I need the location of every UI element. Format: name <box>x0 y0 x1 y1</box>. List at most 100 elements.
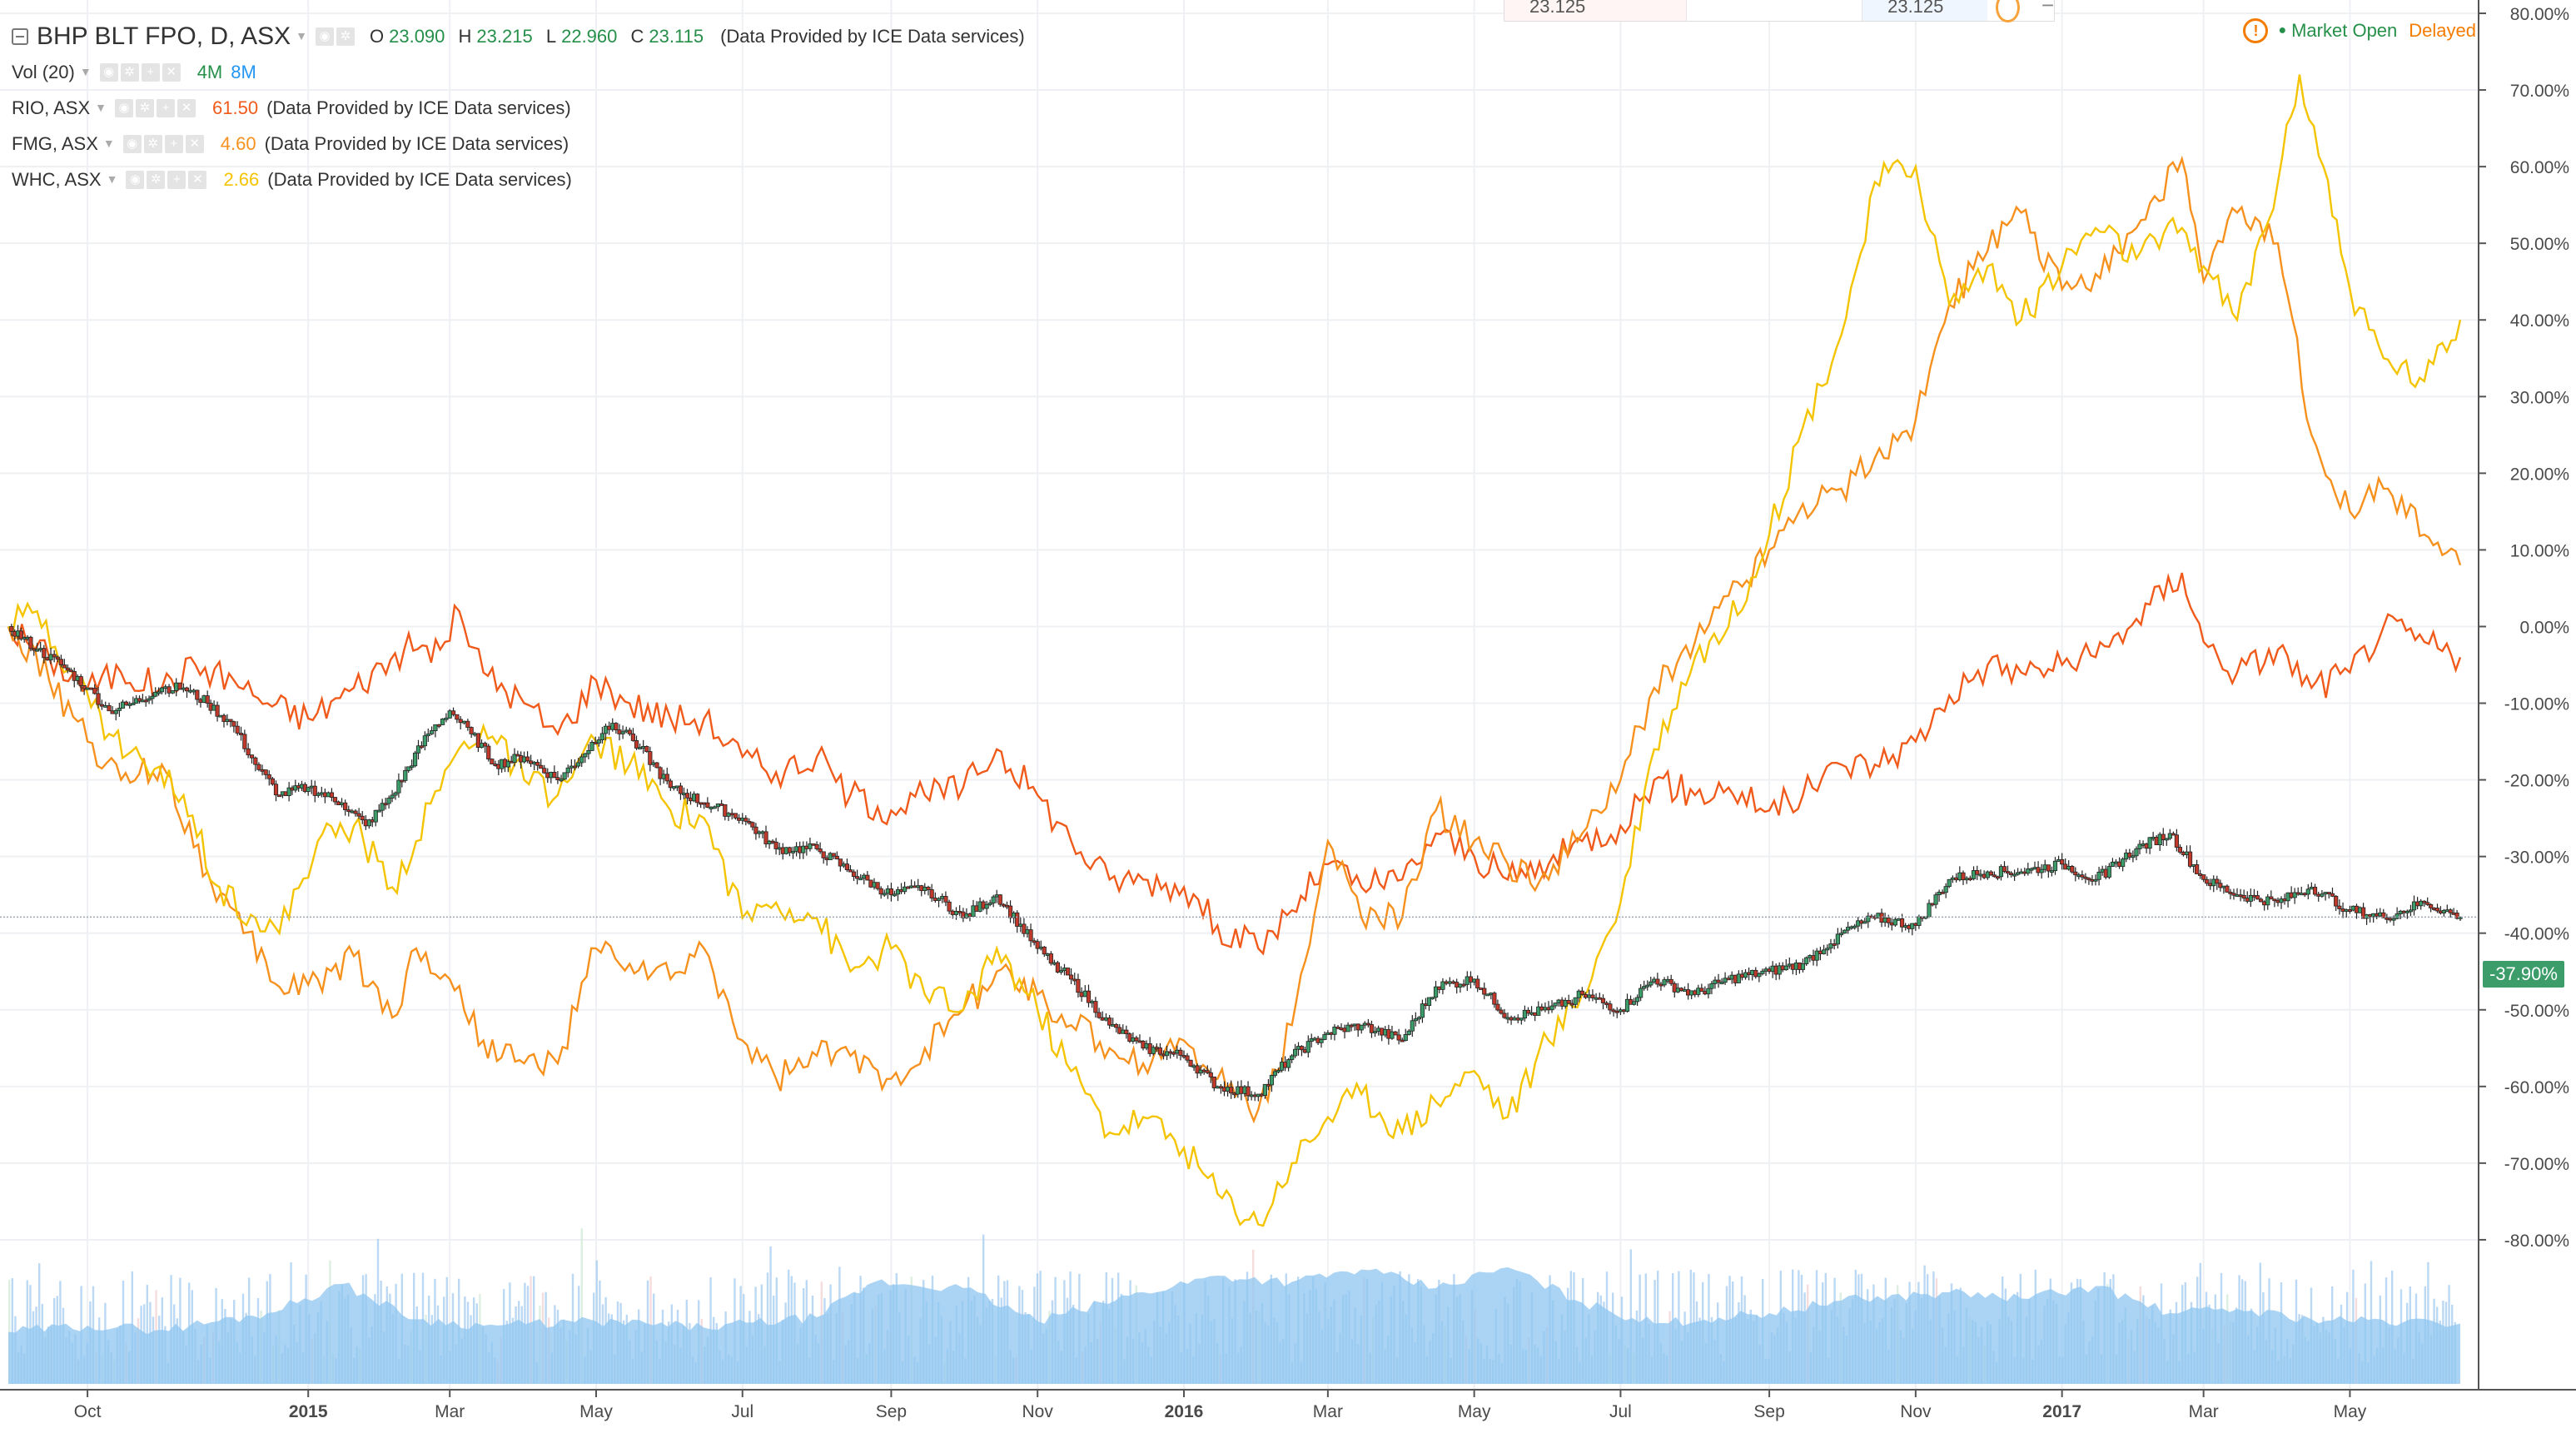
candle-body <box>1549 1005 1554 1011</box>
candle-body <box>1124 1029 1129 1034</box>
candle-body <box>2049 870 2055 873</box>
low-value: 22.960 <box>561 26 618 47</box>
candle-body <box>1164 1051 1170 1057</box>
candle-body <box>712 806 717 809</box>
candle-body <box>312 785 317 796</box>
time-axis[interactable]: Oct 2015 Mar May Jul Sep Nov 2016 Mar May Jul Sep No… <box>0 1389 2576 1429</box>
candle-body <box>249 754 255 759</box>
gear-icon[interactable]: ✲ <box>120 62 139 82</box>
candle-body <box>270 778 275 785</box>
eye-icon[interactable]: ◉ <box>99 62 118 82</box>
price-axis-svg: 80.00% 70.00% 60.00% 50.00% 40.00% 30.00% 20.0… <box>2479 5 2569 1251</box>
candle-body <box>1662 979 1667 986</box>
candle-body <box>729 813 734 816</box>
gear-icon[interactable]: ✲ <box>143 134 162 153</box>
candle-body <box>505 760 510 768</box>
candle-body <box>2121 858 2126 868</box>
candle-body <box>1229 1087 1234 1094</box>
comparison-symbol[interactable]: FMG, ASX <box>12 133 98 154</box>
candle-body <box>235 725 240 734</box>
collapse-legend-button[interactable] <box>12 27 28 45</box>
candle-body <box>143 699 148 703</box>
candle-body <box>1420 1003 1425 1018</box>
candle-body <box>562 772 567 780</box>
trade-ring-icon[interactable] <box>1996 0 2020 22</box>
close-icon[interactable]: ✕ <box>188 170 207 189</box>
main-symbol[interactable]: BHP BLT FPO, D, ASX <box>37 22 291 50</box>
candle-body <box>2026 868 2031 874</box>
x-tick-label: May <box>2334 1402 2367 1421</box>
candle-body <box>1992 874 1997 878</box>
chevron-down-icon[interactable]: ▼ <box>102 137 115 150</box>
candle-body <box>2002 866 2007 873</box>
candle-body <box>68 669 73 673</box>
candle-body <box>2422 900 2427 903</box>
eye-icon[interactable]: ◉ <box>315 27 334 46</box>
chart-pane[interactable] <box>0 0 2479 1389</box>
candle-body <box>2340 908 2345 912</box>
gear-icon[interactable]: ✲ <box>136 98 155 117</box>
candle-body <box>984 903 989 909</box>
candle-body <box>1964 878 1969 881</box>
alert-icon[interactable]: ! <box>2243 18 2269 43</box>
candle-body <box>1757 973 1762 978</box>
comparison-symbol[interactable]: WHC, ASX <box>12 169 102 190</box>
candle-body <box>150 695 155 699</box>
chevron-down-icon[interactable]: ▼ <box>79 65 92 78</box>
eye-icon[interactable]: ◉ <box>122 134 142 153</box>
minimize-icon[interactable]: − <box>2041 0 2054 17</box>
x-tick-label: Jul <box>731 1402 753 1421</box>
plus-icon[interactable]: + <box>157 98 176 117</box>
candle-body <box>1134 1037 1139 1042</box>
candle-body <box>2029 868 2034 871</box>
comparison-symbol[interactable]: RIO, ASX <box>12 97 91 118</box>
plus-icon[interactable]: + <box>164 134 183 153</box>
candle-body <box>2255 895 2260 900</box>
price-axis[interactable]: 80.00% 70.00% 60.00% 50.00% 40.00% 30.00% 20.0… <box>2479 0 2576 1389</box>
candle-body <box>2429 903 2434 908</box>
volume-label[interactable]: Vol (20) <box>12 62 75 82</box>
candle-body <box>589 742 594 751</box>
candle-body <box>277 794 282 798</box>
price-chart[interactable] <box>0 0 2478 1389</box>
candle-body <box>286 787 291 797</box>
eye-icon[interactable]: ◉ <box>115 98 134 117</box>
plus-icon[interactable]: + <box>141 62 160 82</box>
candle-body <box>52 654 57 658</box>
gear-icon[interactable]: ✲ <box>147 170 166 189</box>
candle-body <box>2215 878 2220 884</box>
eye-icon[interactable]: ◉ <box>126 170 145 189</box>
candle-body <box>743 818 748 822</box>
candle-body <box>1838 933 1844 936</box>
chevron-down-icon[interactable]: ▼ <box>106 172 118 186</box>
candle-body <box>1947 878 1952 888</box>
candle-body <box>855 876 860 879</box>
candle-body <box>763 831 768 844</box>
candle-body <box>1808 955 1813 958</box>
candle-body <box>1299 1046 1305 1051</box>
gear-icon[interactable]: ✲ <box>336 27 355 46</box>
last-price-tag: -37.90% <box>2483 961 2564 988</box>
candle-body <box>851 871 857 878</box>
close-icon[interactable]: ✕ <box>162 62 181 82</box>
candle-body <box>2448 909 2453 913</box>
chevron-down-icon[interactable]: ▼ <box>95 101 107 114</box>
candle-body <box>1525 1009 1531 1014</box>
chevron-down-icon[interactable]: ▼ <box>296 29 307 42</box>
volume-value-1: 4M <box>196 62 223 82</box>
candle-body <box>406 766 411 771</box>
candle-body <box>461 720 467 724</box>
candle-body <box>1365 1023 1370 1026</box>
close-icon[interactable]: ✕ <box>177 98 196 117</box>
candle-body <box>2337 905 2342 909</box>
plus-icon[interactable]: + <box>167 170 186 189</box>
x-tick-label: Sep <box>876 1402 907 1421</box>
close-icon[interactable]: ✕ <box>185 134 204 153</box>
volume-bar <box>580 1228 583 1384</box>
candle-body <box>1583 993 1589 998</box>
candle-body <box>2391 918 2396 921</box>
comparison-row: WHC, ASX ▼ ◉ ✲ + ✕ 2.66 (Data Provided by ICE D… <box>12 162 1025 197</box>
x-tick-label: Mar <box>2189 1402 2219 1421</box>
candle-body <box>2225 885 2230 893</box>
candle-body <box>410 765 415 769</box>
